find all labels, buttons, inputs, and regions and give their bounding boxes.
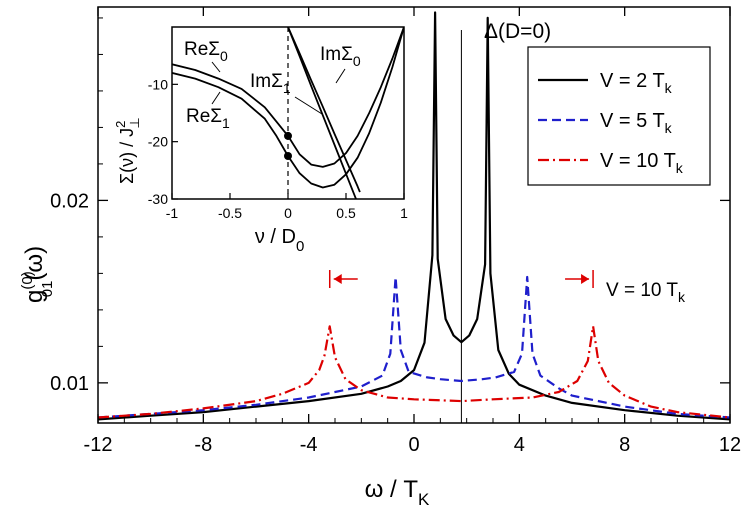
svg-text:ReΣ1: ReΣ1 bbox=[186, 106, 230, 131]
series-line-3 bbox=[98, 325, 730, 419]
main-chart: -12 -8 -4 0 4 8 120.010.02 ω / T K g(0) 01(ω) Δ… bbox=[19, 6, 741, 506]
inset-y-tick-label: -30 bbox=[148, 191, 168, 207]
inset-x-tick-label: 0 bbox=[284, 205, 292, 221]
svg-text:ReΣ0: ReΣ0 bbox=[184, 39, 228, 64]
x-tick-label: -8 bbox=[194, 434, 212, 456]
x-tick-label: 12 bbox=[719, 434, 741, 456]
main-y-axis-label: g(0) 01(ω) bbox=[19, 246, 56, 303]
svg-text:Σ(ν) / J2⊥: Σ(ν) / J2⊥ bbox=[113, 117, 142, 184]
peak-annotation-sub: k bbox=[678, 289, 686, 305]
inset-label-im-sigma-1: ImΣ1 bbox=[250, 71, 291, 96]
inset-series-3 bbox=[287, 27, 361, 193]
legend-label-3: V = 10 Tk bbox=[600, 150, 684, 176]
legend: V = 2 Tk V = 5 Tk V = 10 Tk bbox=[527, 46, 711, 186]
inset-x-axis-label-main: ν / D bbox=[255, 226, 296, 248]
main-y-axis-label-tail: (ω) bbox=[21, 246, 48, 281]
inset-series-1 bbox=[172, 27, 404, 168]
peak-arrows bbox=[328, 270, 594, 288]
svg-text:ω / T: ω / T bbox=[365, 476, 419, 503]
inset-series-2 bbox=[172, 27, 404, 189]
inset-series-4 bbox=[287, 27, 357, 199]
legend-label-2: V = 5 Tk bbox=[600, 110, 673, 136]
svg-text:0: 0 bbox=[296, 238, 304, 255]
inset-label-leaders bbox=[211, 61, 346, 115]
main-y-axis-label-main: g bbox=[21, 290, 48, 303]
inset-x-tick-label: -1 bbox=[166, 205, 179, 221]
inset-label-re-sigma-0: ReΣ0 bbox=[184, 39, 228, 64]
svg-text:ImΣ0: ImΣ0 bbox=[320, 44, 361, 69]
inset-x-tick-label: 0.5 bbox=[336, 205, 356, 221]
y-tick-label: 0.02 bbox=[50, 190, 89, 212]
inset-label-re-sigma-1: ReΣ1 bbox=[186, 106, 230, 131]
inset-y-axis-label: Σ(ν) / J2⊥ bbox=[113, 117, 142, 184]
inset-y-axis-label-sub: ⊥ bbox=[127, 117, 142, 128]
x-tick-label: -12 bbox=[84, 434, 113, 456]
inset-point bbox=[284, 152, 292, 160]
inset-x-tick-label: -0.5 bbox=[218, 205, 242, 221]
series-line-1 bbox=[98, 11, 730, 421]
x-tick-label: 8 bbox=[619, 434, 630, 456]
inset-chart: -1 -0.5 0 0.5 1-30-20-10 ν / D 0 Σ(ν) / J2⊥ … bbox=[113, 26, 408, 255]
inset-x-tick-label: 1 bbox=[400, 205, 408, 221]
peak-arrow-head bbox=[333, 274, 342, 284]
main-x-axis-label-main: ω / T bbox=[365, 476, 419, 503]
inset-x-axis-label: ν / D 0 bbox=[255, 226, 304, 255]
main-y-axis-label-sub: 01 bbox=[39, 281, 56, 298]
peak-arrow-head bbox=[581, 274, 590, 284]
peak-annotation-label: V = 10 Tk bbox=[606, 280, 686, 305]
main-y-axis-label-sup: (0) bbox=[19, 271, 36, 289]
inset-point bbox=[284, 131, 292, 140]
inset-y-tick-label: -20 bbox=[148, 134, 168, 150]
y-tick-label: 0.01 bbox=[50, 373, 89, 395]
svg-text:K: K bbox=[418, 490, 430, 506]
peak-annotation-main: V = 10 T bbox=[606, 280, 678, 301]
inset-y-tick-label: -10 bbox=[148, 76, 168, 92]
svg-text:g(0)01(ω): g(0) 01(ω) bbox=[19, 246, 56, 303]
svg-text:ν / D: ν / D bbox=[255, 226, 296, 248]
main-x-axis-label: ω / T K bbox=[365, 476, 430, 506]
main-x-axis-label-sub: K bbox=[418, 490, 430, 506]
delta-annotation: Δ(D=0) bbox=[484, 20, 551, 43]
x-tick-label: 0 bbox=[408, 434, 419, 456]
svg-text:V = 10 Tk: V = 10 Tk bbox=[606, 280, 686, 305]
inset-x-axis-label-sub: 0 bbox=[296, 238, 304, 255]
svg-text:ImΣ1: ImΣ1 bbox=[250, 71, 291, 96]
inset-y-axis-label-sup: 2 bbox=[113, 121, 128, 128]
x-tick-label: -4 bbox=[300, 434, 318, 456]
legend-label-1: V = 2 Tk bbox=[600, 70, 673, 96]
x-tick-label: 4 bbox=[514, 434, 525, 456]
inset-y-axis-label-main: Σ(ν) / J bbox=[117, 128, 137, 184]
inset-label-im-sigma-0: ImΣ0 bbox=[320, 44, 361, 69]
legend-box bbox=[527, 46, 711, 186]
